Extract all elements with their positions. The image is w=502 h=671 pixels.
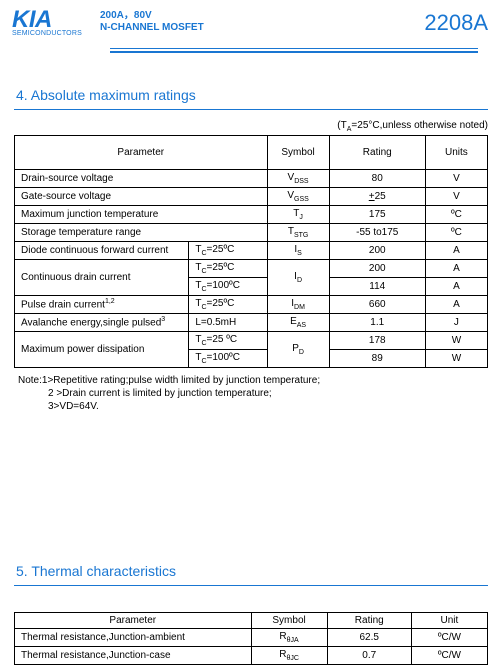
symbol: PD: [267, 332, 329, 368]
table-row: Thermal resistance,Junction-case RθJC 0.…: [15, 647, 488, 665]
table-row: Maximum power dissipation TC=25 ºC PD 17…: [15, 332, 488, 350]
cond: TC=100ºC: [189, 278, 267, 296]
section4-condition: (TA=25°C,unless otherwise noted): [0, 120, 488, 133]
abs-max-table: Parameter Symbol Rating Units Drain-sour…: [14, 135, 488, 368]
cond: TC=100ºC: [189, 350, 267, 368]
table-header-row: Parameter Symbol Rating Units: [15, 136, 488, 170]
col-symbol: Symbol: [251, 613, 327, 629]
note-2: 2 >Drain current is limited by junction …: [18, 387, 502, 400]
unit: ºC/W: [411, 629, 487, 647]
rating: 0.7: [327, 647, 411, 665]
cond: TC=25ºC: [189, 296, 267, 314]
unit: ºC: [425, 206, 487, 224]
table-row: Thermal resistance,Junction-ambient RθJA…: [15, 629, 488, 647]
section4-notes: Note:1>Repetitive rating;pulse width lim…: [18, 374, 502, 413]
symbol: ID: [267, 260, 329, 296]
rating: 200: [329, 242, 425, 260]
unit: J: [425, 314, 487, 332]
param: Maximum junction temperature: [15, 206, 268, 224]
param: Avalanche energy,single pulsed3: [15, 314, 189, 332]
subtitle-line2: N-CHANNEL MOSFET: [100, 22, 204, 33]
table-header-row: Parameter Symbol Rating Unit: [15, 613, 488, 629]
unit: A: [425, 260, 487, 278]
symbol: RθJC: [251, 647, 327, 665]
cond: L=0.5mH: [189, 314, 267, 332]
page-header: KIA SEMICONDUCTORS 200A，80V N-CHANNEL MO…: [0, 0, 502, 57]
symbol: IS: [267, 242, 329, 260]
rating: 178: [329, 332, 425, 350]
rating: +25: [329, 188, 425, 206]
cond: TC=25ºC: [189, 242, 267, 260]
section5-title: 5. Thermal characteristics: [16, 563, 486, 579]
cond: TC=25ºC: [189, 260, 267, 278]
section5-rule: [14, 585, 488, 586]
table-row: Maximum junction temperature TJ 175 ºC: [15, 206, 488, 224]
table-row: Drain-source voltage VDSS 80 V: [15, 170, 488, 188]
table-row: Continuous drain current TC=25ºC ID 200 …: [15, 260, 488, 278]
header-rule-thick: [110, 51, 478, 53]
rating: 175: [329, 206, 425, 224]
symbol: TSTG: [267, 224, 329, 242]
subtitle-line1: 200A，80V: [100, 10, 152, 21]
product-subtitle: 200A，80V N-CHANNEL MOSFET: [100, 10, 204, 34]
brand-subtext: SEMICONDUCTORS: [12, 30, 82, 37]
unit: ºC/W: [411, 647, 487, 665]
unit: A: [425, 296, 487, 314]
table-row: Storage temperature range TSTG -55 to175…: [15, 224, 488, 242]
thermal-table: Parameter Symbol Rating Unit Thermal res…: [14, 612, 488, 665]
col-unit: Unit: [411, 613, 487, 629]
param: Pulse drain current1,2: [15, 296, 189, 314]
cond: TC=25 ºC: [189, 332, 267, 350]
rating: 89: [329, 350, 425, 368]
unit: A: [425, 242, 487, 260]
symbol: VDSS: [267, 170, 329, 188]
rating: 200: [329, 260, 425, 278]
unit: V: [425, 170, 487, 188]
table-row: Pulse drain current1,2 TC=25ºC IDM 660 A: [15, 296, 488, 314]
col-parameter: Parameter: [15, 613, 252, 629]
table-row: Gate-source voltage VGSS +25 V: [15, 188, 488, 206]
rating: 660: [329, 296, 425, 314]
param: Storage temperature range: [15, 224, 268, 242]
note-3: 3>VD=64V.: [18, 400, 502, 413]
rating: 1.1: [329, 314, 425, 332]
symbol: TJ: [267, 206, 329, 224]
header-rule-thin: [110, 48, 478, 49]
param: Thermal resistance,Junction-case: [15, 647, 252, 665]
section4-title: 4. Absolute maximum ratings: [16, 87, 486, 103]
rating: -55 to175: [329, 224, 425, 242]
symbol: IDM: [267, 296, 329, 314]
rating: 62.5: [327, 629, 411, 647]
unit: ºC: [425, 224, 487, 242]
table-row: Avalanche energy,single pulsed3 L=0.5mH …: [15, 314, 488, 332]
col-units: Units: [425, 136, 487, 170]
param: Diode continuous forward current: [15, 242, 189, 260]
unit: W: [425, 350, 487, 368]
param: Continuous drain current: [15, 260, 189, 296]
param: Drain-source voltage: [15, 170, 268, 188]
part-number: 2208A: [424, 10, 488, 36]
symbol: RθJA: [251, 629, 327, 647]
rating: 114: [329, 278, 425, 296]
col-rating: Rating: [327, 613, 411, 629]
param: Maximum power dissipation: [15, 332, 189, 368]
note-1: Note:1>Repetitive rating;pulse width lim…: [18, 374, 502, 387]
param: Gate-source voltage: [15, 188, 268, 206]
rating: 80: [329, 170, 425, 188]
param: Thermal resistance,Junction-ambient: [15, 629, 252, 647]
symbol: VGSS: [267, 188, 329, 206]
unit: W: [425, 332, 487, 350]
table-row: Diode continuous forward current TC=25ºC…: [15, 242, 488, 260]
col-symbol: Symbol: [267, 136, 329, 170]
unit: A: [425, 278, 487, 296]
section4-rule: [14, 109, 488, 110]
col-rating: Rating: [329, 136, 425, 170]
unit: V: [425, 188, 487, 206]
col-parameter: Parameter: [15, 136, 268, 170]
symbol: EAS: [267, 314, 329, 332]
